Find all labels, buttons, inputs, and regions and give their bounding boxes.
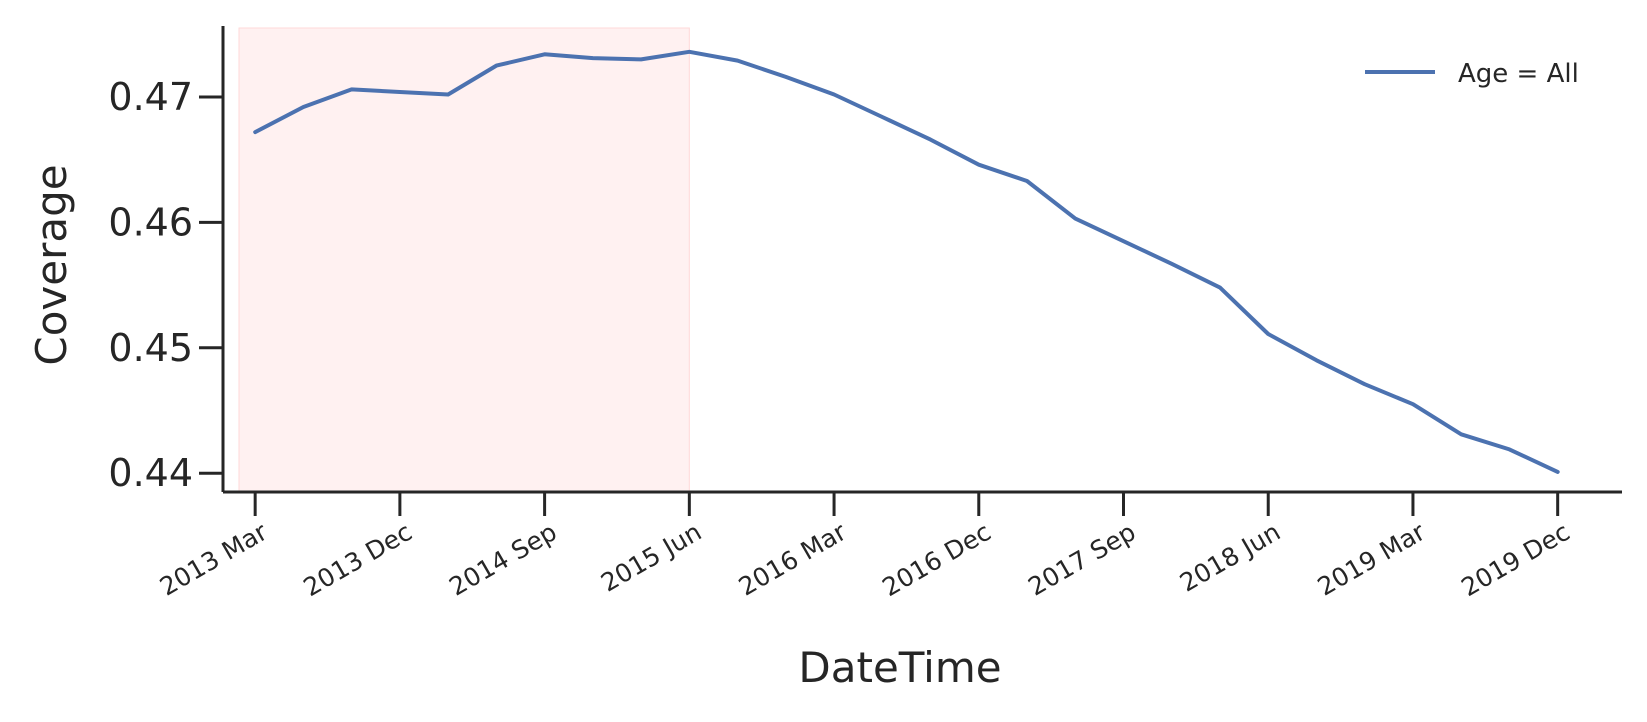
y-axis-title: Coverage	[27, 164, 76, 365]
x-tick-label: 2014 Sep	[444, 517, 561, 601]
x-tick-label: 2018 Jun	[1175, 517, 1285, 597]
y-tick-label: 0.45	[108, 326, 193, 370]
x-tick-label: 2015 Jun	[596, 517, 706, 597]
x-tick-label: 2017 Sep	[1023, 517, 1140, 601]
x-axis-title: DateTime	[798, 643, 1001, 692]
x-tick-label: 2019 Dec	[1456, 517, 1574, 602]
y-tick-label: 0.46	[108, 200, 193, 244]
y-tick-label: 0.47	[108, 75, 193, 119]
plot-area	[253, 49, 1560, 474]
series-line	[253, 49, 1560, 474]
x-tick-label: 2019 Mar	[1313, 517, 1431, 602]
legend: Age = All	[1365, 59, 1579, 89]
x-tick-label: 2013 Dec	[299, 517, 417, 602]
x-tick-label: 2013 Mar	[155, 517, 273, 602]
x-tick-label: 2016 Mar	[734, 517, 852, 602]
shaded-region	[238, 27, 690, 493]
y-tick-label: 0.44	[108, 451, 193, 495]
x-tick-label: 2016 Dec	[877, 517, 995, 602]
legend-label: Age = All	[1458, 59, 1579, 89]
